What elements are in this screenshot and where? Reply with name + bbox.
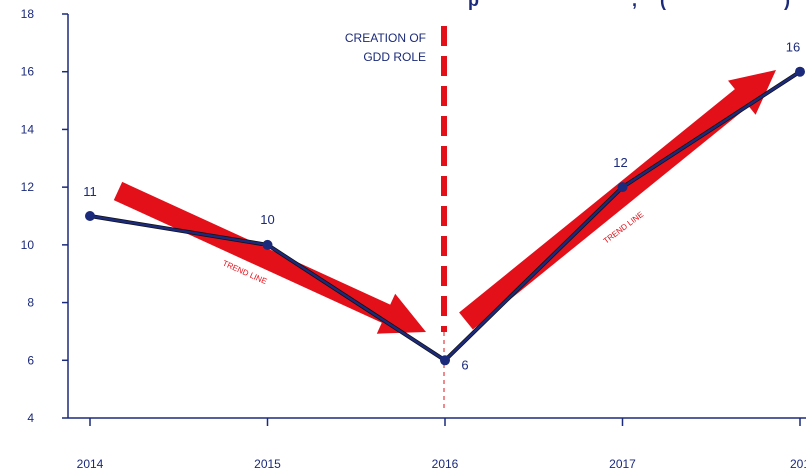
data-point	[617, 182, 628, 193]
title-fragments: p , ( )	[468, 0, 790, 10]
y-tick-label: 18	[21, 7, 35, 21]
title-fragment-3: (	[660, 0, 666, 10]
trend-arrow-up	[459, 70, 776, 330]
x-tick-label: 2014	[77, 457, 104, 470]
data-label: 11	[83, 184, 97, 199]
title-fragment-4: )	[784, 0, 790, 10]
x-tick-label: 2016	[432, 457, 459, 470]
title-fragment-1: p	[468, 0, 479, 10]
data-label: 12	[613, 155, 627, 170]
y-ticks: 4 6 8 10 12 14 16 18	[21, 7, 68, 425]
y-tick-label: 14	[21, 122, 35, 136]
data-label: 6	[461, 357, 468, 372]
data-point	[795, 66, 805, 77]
x-tick-label: 2017	[609, 457, 636, 470]
x-ticks: 2014 2015 2016 2017 201	[77, 418, 806, 470]
title-fragment-2: ,	[632, 0, 637, 10]
x-tick-label: 2015	[254, 457, 281, 470]
y-tick-label: 12	[21, 180, 35, 194]
trend-arrow-down	[113, 181, 427, 334]
creation-label-line-1: CREATION OF	[345, 31, 426, 45]
data-labels: 11 10 6 12 16	[83, 40, 800, 373]
data-point	[440, 355, 450, 366]
data-point	[262, 239, 273, 250]
x-tick-label: 201	[790, 457, 806, 470]
trend-arrows	[113, 70, 776, 334]
series-group	[85, 66, 805, 366]
y-tick-label: 8	[27, 296, 34, 310]
y-tick-label: 16	[21, 65, 35, 79]
data-label: 10	[260, 212, 274, 227]
y-tick-label: 4	[27, 411, 34, 425]
data-label: 16	[786, 40, 800, 55]
data-point	[85, 211, 95, 221]
creation-label-line-2: GDD ROLE	[363, 50, 426, 64]
y-tick-label: 6	[27, 353, 34, 367]
y-tick-label: 10	[21, 238, 35, 252]
